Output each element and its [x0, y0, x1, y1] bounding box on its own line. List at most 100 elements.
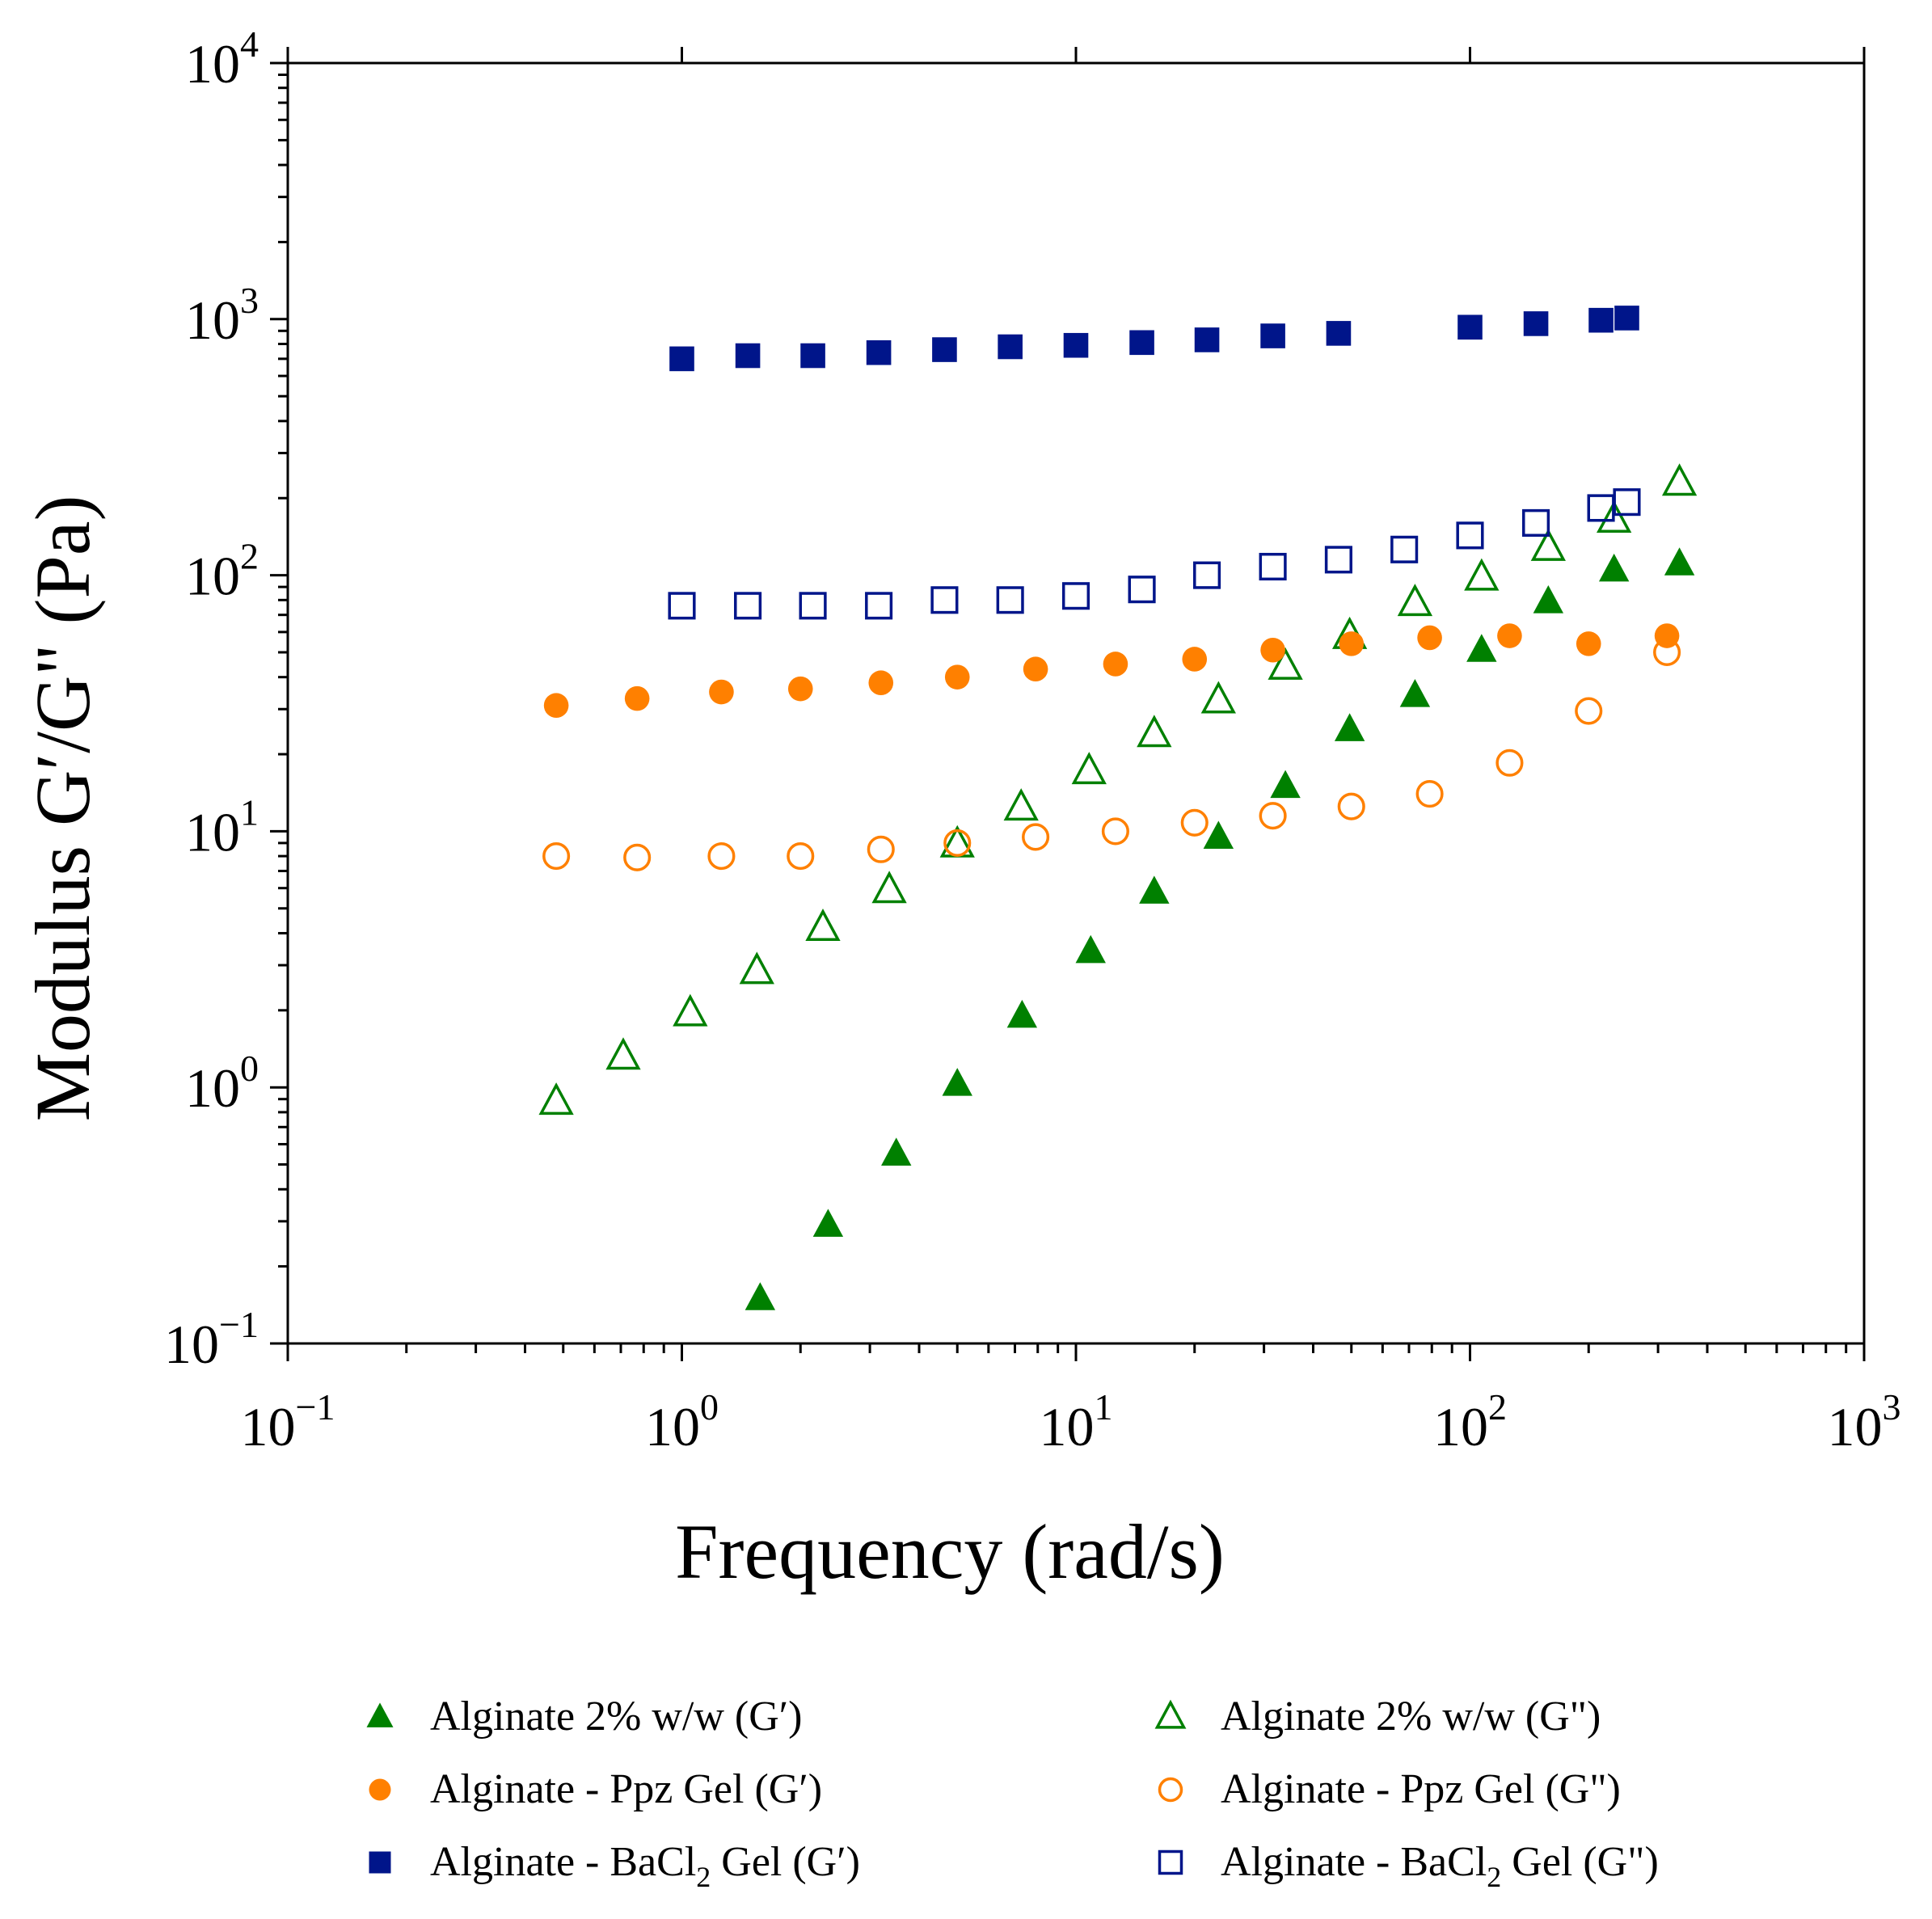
data-point — [787, 842, 815, 871]
legend-label: Alginate - BaCl2 Gel (G") — [1221, 1839, 1659, 1893]
data-point — [1023, 656, 1048, 682]
data-point — [1597, 500, 1632, 533]
data-point — [1575, 697, 1603, 725]
legend-item: Alginate 2% w/w (G") — [1154, 1693, 1601, 1740]
data-point — [1139, 875, 1170, 904]
data-point — [1003, 788, 1039, 821]
data-point — [865, 592, 893, 620]
plot-area — [286, 61, 1866, 1345]
series-1 — [745, 547, 1695, 1310]
data-point — [881, 1137, 912, 1166]
tick-base: 10 — [1433, 1396, 1488, 1457]
x-tick-labels: 10−1 100 101 102 103 — [241, 1386, 1901, 1457]
tick-base: 10 — [241, 1396, 296, 1457]
data-point — [1464, 558, 1500, 591]
data-point — [1495, 749, 1524, 777]
data-point — [1270, 770, 1301, 799]
data-point — [668, 592, 696, 620]
legend-label-subscript: 2 — [696, 1861, 711, 1893]
legend-marker — [369, 1851, 391, 1874]
data-point — [867, 835, 895, 863]
data-point — [1268, 647, 1303, 680]
data-point — [1457, 314, 1483, 340]
data-point — [944, 664, 970, 690]
data-point — [1324, 546, 1352, 574]
data-point — [942, 1068, 972, 1096]
data-point — [1417, 625, 1442, 651]
data-point — [538, 1082, 574, 1116]
y-tick-label: 100 — [185, 1048, 259, 1119]
tick-exponent: 0 — [700, 1386, 719, 1428]
legend-label-part: Alginate - BaCl — [430, 1839, 696, 1885]
tick-exponent: 4 — [240, 23, 259, 65]
data-point — [1614, 306, 1639, 331]
data-point — [1203, 820, 1234, 849]
data-point — [1061, 582, 1090, 610]
data-point — [624, 685, 650, 711]
y-tick-label: 103 — [185, 280, 259, 351]
data-point — [1326, 321, 1352, 346]
data-point — [932, 337, 957, 362]
data-point — [1533, 585, 1564, 614]
tick-exponent: 2 — [1488, 1386, 1507, 1428]
tick-exponent: −1 — [296, 1386, 335, 1428]
tick-base: 10 — [645, 1396, 700, 1457]
data-point — [1661, 463, 1698, 496]
data-point — [707, 842, 736, 871]
legend-marker — [1158, 1849, 1183, 1875]
data-point — [1653, 638, 1681, 667]
data-point — [1137, 715, 1172, 748]
tick-base: 10 — [164, 1314, 219, 1375]
tick-base: 10 — [1828, 1396, 1883, 1457]
tick-exponent: 3 — [1883, 1386, 1901, 1428]
data-point — [543, 693, 569, 719]
data-point — [1522, 508, 1550, 537]
data-point — [996, 586, 1024, 614]
data-point — [871, 871, 907, 904]
data-point — [745, 1282, 776, 1310]
data-point — [800, 343, 825, 369]
data-point — [709, 679, 734, 705]
data-point — [605, 1037, 641, 1070]
y-axis-title: Modulus G′/G" (Pa) — [19, 496, 106, 1122]
data-point — [930, 586, 959, 614]
legend-item: Alginate - Ppz Gel (G′) — [369, 1766, 822, 1812]
data-point — [1260, 637, 1285, 663]
x-tick-label: 102 — [1433, 1386, 1507, 1457]
x-tick-label: 100 — [645, 1386, 719, 1457]
data-point — [1334, 713, 1365, 741]
data-point — [1129, 330, 1154, 356]
data-point — [805, 909, 841, 942]
legend-item: Alginate - BaCl2 Gel (G") — [1158, 1839, 1659, 1893]
legend-label-part: Gel (G") — [1501, 1839, 1659, 1885]
plot-frame — [286, 61, 1866, 1345]
y-tick-label: 10−1 — [164, 1304, 259, 1375]
tick-base: 10 — [185, 1057, 240, 1119]
series-6 — [668, 488, 1641, 620]
data-point — [739, 951, 774, 985]
y-tick-label: 101 — [185, 791, 259, 862]
data-point — [1103, 652, 1128, 677]
tick-base: 10 — [185, 33, 240, 95]
data-point — [1523, 311, 1549, 336]
x-tick-label: 103 — [1828, 1386, 1901, 1457]
data-point — [673, 993, 708, 1027]
data-point — [1466, 634, 1497, 662]
data-point — [1128, 576, 1156, 604]
data-point — [1497, 623, 1522, 648]
data-point — [998, 334, 1023, 360]
series-4 — [542, 638, 1681, 871]
legend-label-part: Alginate - BaCl — [1221, 1839, 1487, 1885]
y-tick-label: 104 — [185, 23, 259, 95]
legend-marker — [1154, 1699, 1187, 1729]
x-tick-label: 10−1 — [241, 1386, 335, 1457]
legend-label-part: Gel (G′) — [711, 1839, 860, 1885]
data-point — [1415, 780, 1444, 808]
legend-item: Alginate 2% w/w (G′) — [366, 1693, 802, 1740]
legend-label: Alginate 2% w/w (G") — [1221, 1693, 1601, 1740]
data-point — [799, 592, 827, 620]
y-tick-label: 102 — [185, 536, 259, 607]
data-point — [1587, 494, 1615, 522]
tick-base: 10 — [185, 801, 240, 862]
